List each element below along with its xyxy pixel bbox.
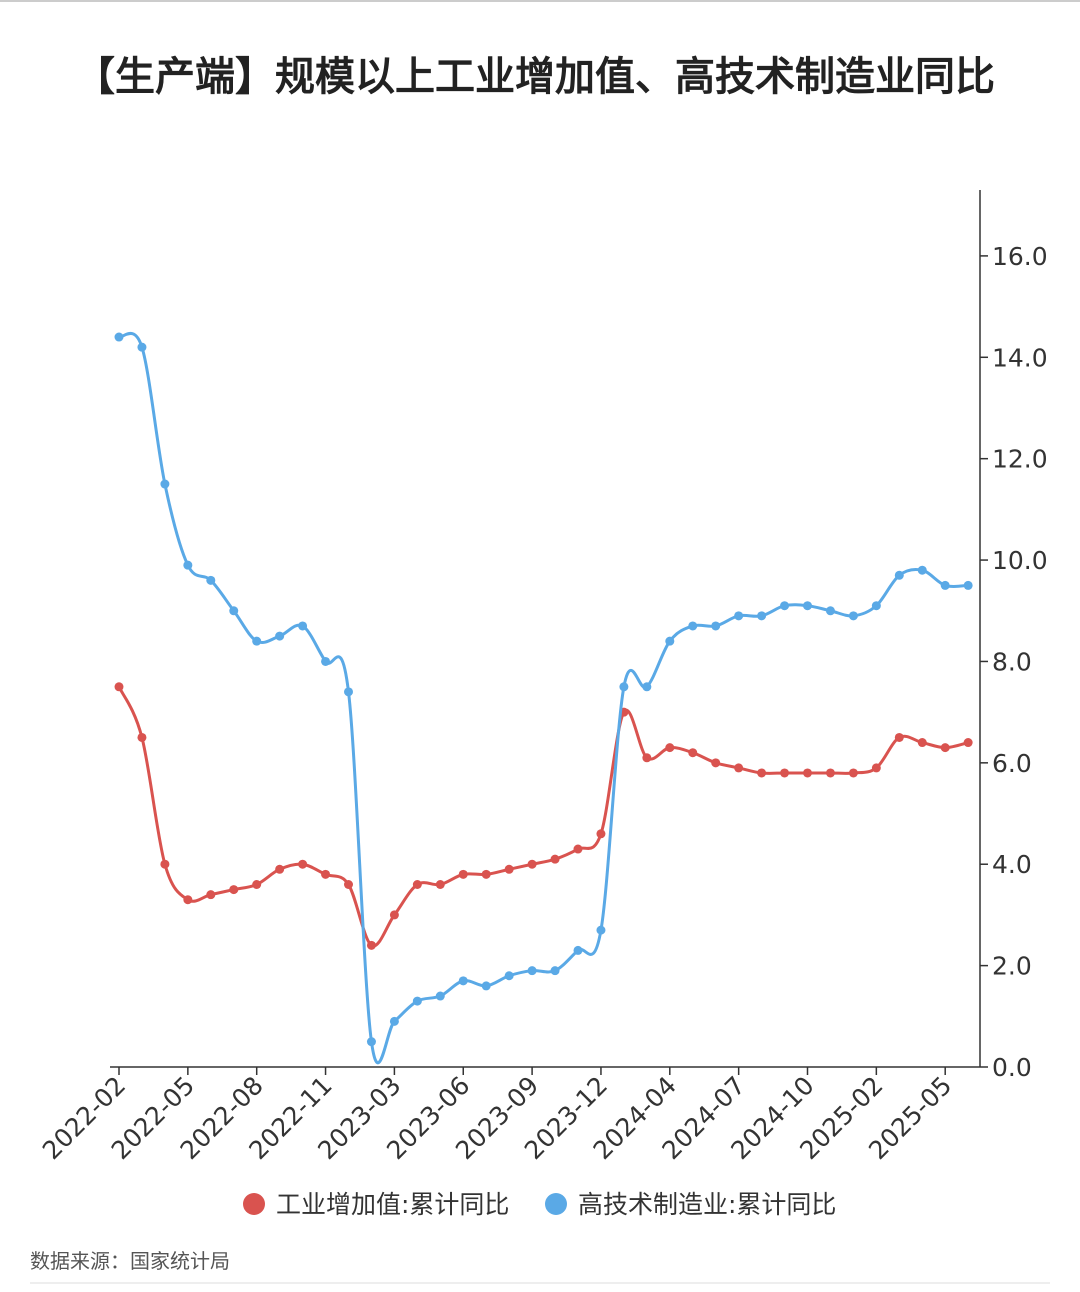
y-tick-label: 4.0 [992, 850, 1032, 879]
data-point [275, 631, 285, 641]
data-point [206, 575, 216, 585]
data-point [366, 940, 376, 950]
legend-marker [243, 1193, 265, 1215]
data-point [711, 621, 721, 631]
data-point [504, 864, 514, 874]
data-point [458, 976, 468, 986]
data-point [298, 621, 308, 631]
data-point [825, 606, 835, 616]
data-point [137, 342, 147, 352]
data-point [458, 869, 468, 879]
data-point [229, 606, 239, 616]
data-point [504, 971, 514, 981]
data-point [527, 859, 537, 869]
data-point [688, 748, 698, 758]
data-point [114, 682, 124, 692]
chart-title: 【生产端】规模以上工业增加值、高技术制造业同比 [75, 54, 995, 100]
data-point [344, 880, 353, 890]
y-tick-label: 8.0 [992, 647, 1032, 676]
series-line [117, 686, 969, 948]
data-point [206, 890, 216, 900]
data-point [573, 945, 583, 955]
y-tick-label: 16.0 [992, 242, 1048, 271]
data-point [894, 570, 904, 580]
data-point [435, 880, 445, 890]
data-point [894, 732, 904, 742]
data-point [825, 768, 835, 778]
data-point [481, 981, 491, 991]
data-point [963, 580, 973, 590]
data-point [412, 880, 422, 890]
data-point [963, 738, 973, 748]
data-point [940, 580, 950, 590]
legend-marker [545, 1193, 567, 1215]
data-point [160, 859, 170, 869]
y-tick-label: 12.0 [992, 445, 1048, 474]
data-point [366, 1037, 376, 1047]
source: 数据来源：国家统计局 [30, 1249, 230, 1273]
data-point [344, 687, 353, 697]
y-tick-label: 6.0 [992, 749, 1032, 778]
data-point [940, 743, 950, 753]
data-point [160, 479, 170, 489]
data-point [389, 1016, 399, 1026]
data-point [757, 768, 767, 778]
data-point [183, 895, 193, 905]
data-point [734, 611, 744, 621]
data-point [550, 966, 560, 976]
data-point [734, 763, 744, 773]
data-point [183, 560, 193, 570]
data-point [780, 601, 790, 611]
legend-label: 工业增加值:累计同比 [276, 1190, 509, 1219]
data-point [527, 966, 537, 976]
y-tick-label: 14.0 [992, 343, 1048, 372]
data-point [596, 925, 606, 935]
data-point [596, 829, 606, 839]
data-point [298, 859, 308, 869]
data-point [435, 991, 445, 1001]
data-point [642, 682, 652, 692]
data-point [917, 738, 927, 748]
data-point [757, 611, 767, 621]
data-point [665, 743, 675, 753]
data-point [550, 854, 560, 864]
data-point [642, 753, 652, 763]
data-point [619, 682, 629, 692]
data-point [688, 621, 698, 631]
data-point [803, 601, 812, 611]
data-point [229, 885, 239, 895]
data-point [848, 611, 858, 621]
legend-label: 高技术制造业:累计同比 [578, 1190, 836, 1219]
y-tick-label: 2.0 [992, 952, 1032, 981]
data-point [871, 763, 881, 773]
y-tick-label: 0.0 [992, 1053, 1032, 1082]
data-point [252, 636, 262, 646]
data-point [803, 768, 812, 778]
data-point [711, 758, 721, 768]
data-point [917, 565, 927, 575]
y-tick-label: 10.0 [992, 546, 1048, 575]
data-point [275, 864, 285, 874]
data-point [252, 880, 262, 890]
data-point [412, 996, 422, 1006]
data-point [481, 869, 491, 879]
data-point [137, 732, 147, 742]
data-point [114, 332, 124, 342]
data-point [665, 636, 675, 646]
data-point [848, 768, 858, 778]
data-point [321, 869, 331, 879]
data-point [573, 844, 583, 854]
series-line [118, 332, 969, 1065]
data-point [389, 910, 399, 920]
data-point [780, 768, 790, 778]
data-point [321, 656, 331, 666]
data-point [871, 601, 881, 611]
